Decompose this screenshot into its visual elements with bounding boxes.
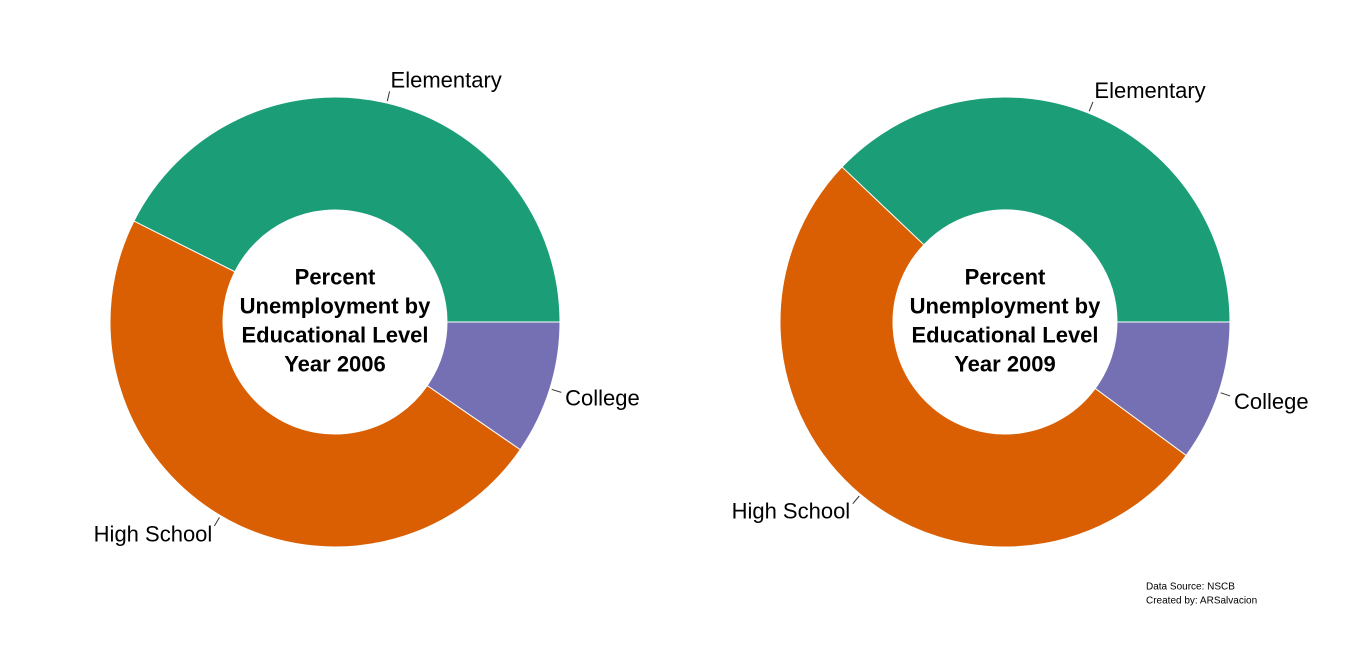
donut-segment — [1094, 321, 1231, 457]
segment-label: High School — [94, 521, 213, 546]
donut-segment — [779, 166, 1187, 548]
segment-label: Elementary — [391, 67, 502, 92]
donut-title: Year 2009 — [954, 351, 1056, 376]
donut-title: Percent — [965, 264, 1046, 289]
donut-title: Year 2006 — [284, 351, 386, 376]
segment-label: Elementary — [1094, 78, 1205, 103]
caption: Data Source: NSCB — [1146, 582, 1235, 593]
donut-title: Educational Level — [911, 322, 1098, 347]
leader-line — [1088, 101, 1094, 112]
donut-title: Educational Level — [241, 322, 428, 347]
leader-line — [551, 388, 562, 393]
segment-label: College — [565, 385, 640, 410]
caption: Created by: ARSalvacion — [1146, 596, 1257, 607]
leader-line — [852, 495, 860, 504]
donut-title: Percent — [295, 264, 376, 289]
donut-segment — [841, 96, 1231, 323]
segment-label: College — [1234, 389, 1309, 414]
donut-segment — [109, 220, 521, 548]
donut-title: Unemployment by — [910, 293, 1101, 318]
leader-line — [213, 517, 220, 527]
segment-label: High School — [732, 499, 851, 524]
donut-segment — [426, 321, 561, 451]
leader-line — [1220, 392, 1231, 397]
leader-line — [386, 91, 391, 102]
donut-segment — [133, 96, 561, 323]
donut-title: Unemployment by — [240, 293, 431, 318]
